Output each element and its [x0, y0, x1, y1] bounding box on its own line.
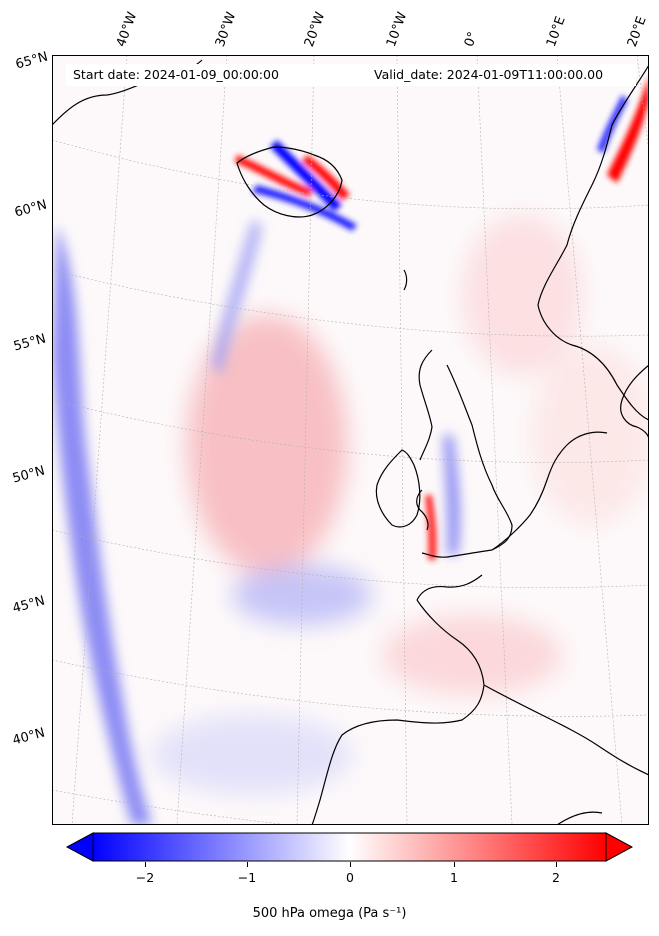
colorbar-tick [454, 862, 455, 867]
omega-field-map [53, 56, 648, 824]
lat-label-45n: 45°N [11, 593, 47, 617]
meridian-20w [296, 56, 315, 824]
parallel-60n [53, 139, 648, 210]
lat-label-60n: 60°N [13, 197, 49, 221]
parallel-40n [53, 659, 648, 717]
lon-label-10e: 10°E [543, 14, 569, 50]
lon-label-20e: 20°E [624, 14, 650, 50]
parallel-50n [53, 399, 648, 463]
start-date-label: Start date: 2024-01-09_00:00:00 [73, 67, 279, 82]
lon-label-20w: 20°W [301, 10, 329, 49]
coast-wales [416, 489, 429, 531]
coast-mediterranean [483, 684, 648, 776]
lat-label-50n: 50°N [11, 463, 47, 487]
parallel-45n [53, 529, 648, 588]
map-panel [52, 55, 649, 825]
descent-streak-iceland-1 [270, 140, 342, 211]
colorbar-tick [247, 862, 248, 867]
ascent-patch-east [532, 345, 648, 525]
colorbar-tick [145, 862, 146, 867]
meridian-10e [556, 56, 623, 824]
parallel-35n [53, 789, 284, 824]
descent-band-diagonal [212, 220, 262, 375]
lat-label-40n: 40°N [11, 725, 47, 749]
coast-scotland [418, 349, 433, 461]
ascent-patch-north-sea [462, 215, 582, 375]
coast-scandinavia [537, 65, 648, 421]
coast-baltic [620, 365, 648, 438]
descent-streak-iceland-2 [252, 185, 357, 231]
meridian-0 [476, 56, 513, 824]
colorbar-gradient [92, 832, 607, 862]
colorbar-tick-label: −1 [237, 870, 257, 885]
ascent-streak-iceland-1 [235, 155, 312, 197]
colorbar-tick [556, 862, 557, 867]
colorbar-extend-low [65, 832, 94, 862]
descent-band-uk [444, 435, 460, 555]
valid-date-label: Valid_date: 2024-01-09T11:00:00.00 [374, 67, 604, 82]
coast-great-britain-east [446, 364, 513, 551]
graticule [53, 56, 648, 824]
title-box [66, 64, 636, 86]
lon-label-0: 0° [461, 29, 482, 49]
colorbar-extend-high [605, 832, 634, 862]
meridian-40w [71, 56, 128, 824]
colorbar-tick-label: 0 [346, 870, 354, 885]
coast-iceland [236, 146, 343, 218]
parallel-55n [53, 269, 648, 337]
colorbar [65, 832, 634, 862]
colorbar-tick [350, 862, 351, 867]
colorbar-tick-label: −2 [135, 870, 155, 885]
coastlines [53, 59, 648, 824]
meridian-30w [176, 56, 228, 824]
ascent-streak-iceland-2 [302, 155, 350, 200]
coast-north-africa [557, 811, 603, 824]
lat-label-55n: 55°N [12, 331, 48, 355]
coast-continent-north [491, 431, 608, 551]
ascent-streak-norway [607, 78, 648, 183]
ascent-patch-biscay [382, 615, 562, 695]
lat-label-65n: 65°N [14, 49, 50, 73]
coast-great-britain-south [421, 549, 493, 558]
coast-ireland [375, 449, 421, 528]
ascent-patch-central-atlantic [187, 315, 347, 575]
colorbar-label: 500 hPa omega (Pa s⁻¹) [252, 906, 407, 921]
descent-patch-south [152, 715, 352, 795]
coast-shetland [403, 269, 408, 291]
lon-label-30w: 30°W [212, 10, 240, 49]
ascent-streak-uk [425, 495, 437, 560]
coast-brittany [416, 574, 483, 601]
lon-label-40w: 40°W [113, 10, 141, 49]
lon-label-10w: 10°W [383, 10, 411, 49]
meridian-10w [396, 56, 408, 824]
colorbar-tick-label: 2 [552, 870, 560, 885]
coast-france-iberia [311, 599, 485, 824]
colorbar-tick-label: 1 [450, 870, 458, 885]
descent-band-west [53, 225, 152, 824]
